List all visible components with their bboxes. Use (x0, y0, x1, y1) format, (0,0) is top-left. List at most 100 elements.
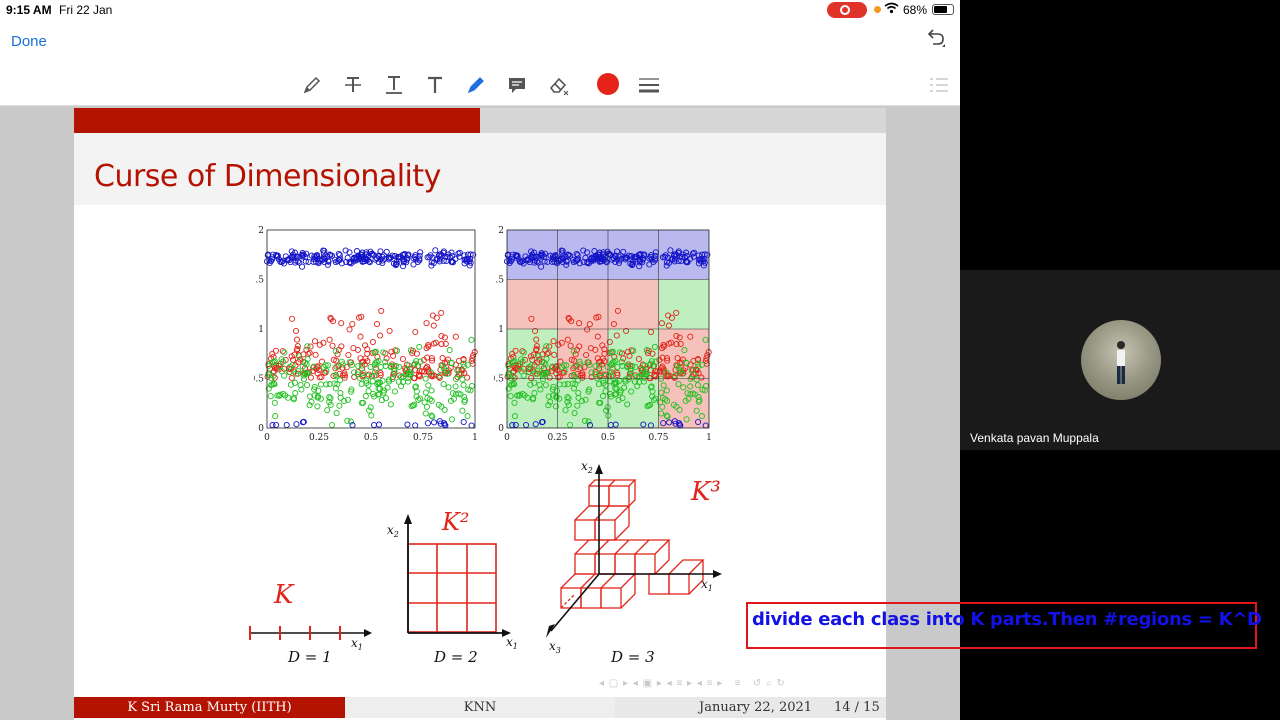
scatter-point (695, 256, 702, 263)
scatter-point (375, 421, 383, 428)
pen-icon[interactable] (300, 74, 324, 96)
list-view-icon[interactable] (929, 76, 949, 94)
scatter-point (377, 370, 384, 377)
screen-recording-icon[interactable] (827, 2, 867, 18)
done-button[interactable]: Done (11, 33, 47, 50)
scatter-point (624, 254, 631, 261)
y-tick-label: 1.5 (494, 276, 504, 286)
x-tick-label: 0.5 (601, 433, 616, 443)
scatter-point (460, 360, 467, 367)
comment-icon[interactable] (505, 74, 529, 96)
scatter-point (673, 332, 680, 340)
y-tick-label: 1.5 (254, 276, 264, 286)
scatter-plot-left: 0 0.25 0.5 0.75 1 0 0.5 1 1.5 2 (254, 226, 478, 443)
diagram-d1: K x1 D = 1 (249, 580, 372, 666)
scatter-point (353, 248, 361, 255)
scatter-point (388, 348, 395, 355)
scatter-point (377, 372, 384, 379)
scatter-point (596, 362, 603, 369)
scatter-point (539, 369, 547, 377)
scatter-point (599, 393, 607, 400)
scatter-point (470, 352, 477, 359)
strikethrough-icon[interactable] (341, 74, 365, 96)
highlighter-icon[interactable] (464, 74, 488, 96)
scatter-point (277, 391, 284, 398)
scatter-point (643, 371, 650, 378)
text-annotation-box[interactable]: divide each class into K parts.Then #reg… (746, 602, 1262, 649)
scatter-point (650, 396, 658, 403)
scatter-point (267, 393, 274, 400)
scatter-point (293, 336, 301, 343)
scatter-point (405, 362, 412, 369)
scatter-point (305, 369, 312, 376)
scatter-point (358, 359, 365, 366)
scatter-point (382, 362, 389, 369)
scatter-point (452, 255, 459, 262)
partition-cell (507, 279, 558, 329)
scatter-point (505, 371, 512, 378)
slide-title: Curse of Dimensionality (94, 159, 441, 194)
x-tick-label: 0.75 (648, 433, 668, 443)
undo-icon[interactable] (924, 28, 946, 56)
scatter-point (448, 416, 455, 423)
scatter-point (356, 375, 363, 382)
scatter-point (519, 257, 526, 264)
scatter-point (297, 381, 304, 389)
scatter-point (346, 249, 353, 256)
scatter-point (396, 363, 403, 370)
scatter-point (272, 347, 279, 354)
footer-topic: KNN (345, 697, 615, 718)
scatter-point (312, 258, 319, 265)
scatter-point (658, 345, 666, 352)
scatter-point (511, 358, 518, 365)
scatter-point (409, 350, 416, 357)
axis-arrow (595, 464, 603, 474)
scatter-point (314, 394, 321, 401)
scatter-point (428, 387, 435, 394)
scatter-point (351, 255, 358, 262)
participant-video-tile[interactable]: Venkata pavan Muppala (960, 270, 1280, 450)
scatter-point (343, 364, 350, 371)
color-picker-icon[interactable] (597, 73, 619, 95)
handwritten-k-cubed: K³ (690, 477, 721, 507)
avatar (1081, 320, 1161, 400)
scatter-point (576, 320, 583, 327)
text-icon[interactable] (423, 74, 447, 96)
scatter-point (396, 372, 403, 379)
beamer-navigation-symbols[interactable]: ◂ ▢ ▸ ◂ ▣ ▸ ◂ ≡ ▸ ◂ ≡ ▸ ≡ ↺ ⌕ ↻ (599, 678, 786, 689)
scatter-point (613, 332, 620, 339)
scatter-point (693, 376, 700, 383)
scatter-point (369, 250, 376, 257)
scatter-point (664, 355, 671, 362)
scatter-point (660, 343, 667, 350)
scatter-point (357, 333, 364, 340)
underline-text-icon[interactable] (382, 74, 406, 96)
scatter-point (646, 255, 653, 262)
scatter-point (505, 385, 512, 392)
diagram-d3: K³ (546, 459, 722, 666)
scatter-point (528, 374, 535, 382)
scatter-point (659, 354, 666, 361)
scatter-point (545, 393, 552, 400)
scatter-point (395, 378, 402, 385)
scatter-point (422, 375, 429, 382)
scatter-point (327, 395, 334, 402)
scatter-point (445, 356, 452, 363)
scatter-point (577, 364, 584, 371)
scatter-point (265, 371, 272, 378)
scatter-point (681, 347, 688, 354)
scatter-point (608, 369, 615, 376)
scatter-point (512, 421, 519, 429)
scatter-point (600, 249, 607, 256)
scatter-point (283, 421, 290, 429)
scatter-point (298, 386, 305, 393)
scatter-point (625, 252, 632, 259)
scatter-point (595, 381, 602, 388)
line-weight-icon[interactable] (637, 74, 661, 96)
scatter-point (383, 355, 390, 362)
scatter-point (660, 420, 667, 427)
eraser-icon[interactable] (547, 74, 571, 96)
pdf-annotation-app: 9:15 AM Fri 22 Jan 68% Done (0, 0, 960, 720)
scatter-point (687, 383, 694, 390)
scatter-point (596, 359, 603, 366)
